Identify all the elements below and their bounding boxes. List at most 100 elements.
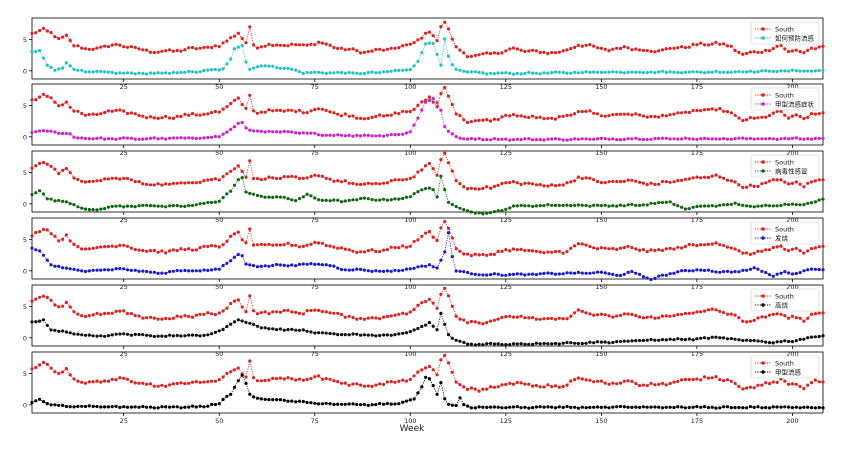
keyword-series-point: [401, 68, 405, 72]
keyword-series-point: [401, 196, 405, 201]
south-series-point: [821, 111, 825, 115]
x-tick-label: 100: [404, 350, 416, 358]
south-series-point: [649, 49, 653, 53]
south-series-point: [783, 379, 787, 383]
south-series-point: [446, 94, 451, 98]
south-series-point: [523, 181, 527, 185]
south-series-point: [702, 108, 707, 112]
keyword-series-point: [580, 203, 584, 207]
keyword-series-point: [397, 68, 401, 72]
south-series-point: [72, 377, 76, 381]
south-series-point: [764, 248, 768, 252]
south-series-point: [179, 315, 183, 319]
keyword-series-point: [244, 126, 248, 130]
south-series-point: [168, 116, 172, 120]
south-series-point: [691, 42, 695, 47]
south-series-point: [213, 244, 217, 248]
south-series-point: [416, 303, 420, 307]
south-series-point: [229, 102, 233, 106]
keyword-series-point: [122, 332, 126, 336]
south-series-point: [622, 45, 626, 49]
south-series-point: [546, 316, 550, 321]
keyword-series-point: [458, 396, 462, 400]
south-series-point: [175, 48, 179, 53]
south-series-point: [741, 319, 745, 323]
south-series-point: [775, 44, 779, 48]
south-series-point: [745, 386, 749, 390]
south-series-point: [64, 233, 68, 237]
keyword-series-point: [680, 337, 684, 341]
keyword-series-point: [687, 337, 691, 341]
keyword-series-point: [473, 272, 477, 276]
y-tick-label: 0: [23, 334, 27, 342]
keyword-series-point: [653, 405, 657, 409]
south-series-point: [794, 113, 798, 117]
south-series-point: [416, 103, 420, 107]
keyword-series-point: [481, 405, 485, 409]
south-series-point: [91, 380, 95, 384]
south-series-point: [99, 312, 103, 317]
south-series-point: [252, 177, 256, 181]
south-series-point: [359, 383, 363, 387]
south-series-point: [290, 42, 294, 46]
keyword-series-point: [317, 331, 321, 335]
south-series-point: [198, 113, 202, 117]
south-series-point: [687, 177, 691, 181]
keyword-series-point: [702, 136, 707, 140]
keyword-series-point: [87, 208, 91, 212]
keyword-series-point: [710, 204, 714, 208]
south-series-point: [198, 312, 202, 316]
keyword-series-point: [542, 71, 546, 75]
south-series-point: [343, 381, 347, 385]
south-series-point: [190, 45, 195, 50]
keyword-series-point: [722, 137, 726, 141]
south-series-point: [41, 294, 46, 298]
keyword-series-point: [95, 268, 99, 272]
south-series-point: [30, 234, 34, 238]
south-series-point: [385, 380, 389, 384]
keyword-series-point: [271, 398, 275, 402]
keyword-series-point: [492, 342, 496, 346]
legend-label: South: [775, 26, 794, 34]
south-series-point: [485, 387, 489, 391]
keyword-series-point: [114, 404, 118, 408]
south-series-point: [504, 49, 508, 53]
south-series-point: [767, 382, 772, 386]
keyword-series-point: [221, 263, 225, 268]
keyword-series-point: [53, 199, 57, 203]
keyword-series-point: [80, 68, 84, 72]
south-series-point: [95, 179, 99, 183]
keyword-series-point: [531, 406, 535, 410]
south-series-point: [760, 383, 764, 387]
keyword-series-point: [676, 70, 680, 75]
south-series-point: [725, 110, 730, 114]
south-series-point: [576, 43, 581, 48]
keyword-series-point: [370, 198, 374, 202]
south-series-point: [171, 382, 175, 386]
south-series-point: [435, 238, 439, 243]
keyword-series-point: [813, 136, 818, 140]
south-series-point: [41, 360, 46, 364]
keyword-series-point: [611, 70, 615, 74]
south-series-point: [175, 249, 179, 253]
south-series-point: [156, 50, 160, 54]
south-series-point: [30, 367, 34, 371]
keyword-series-point: [435, 101, 439, 105]
south-series-point: [764, 315, 768, 319]
keyword-series-point: [473, 343, 477, 347]
south-series-point: [595, 112, 600, 116]
keyword-series-point: [592, 271, 596, 275]
south-series-point: [584, 109, 588, 113]
south-series-point: [34, 98, 38, 102]
south-series-point: [702, 43, 707, 47]
south-series-point: [462, 318, 466, 322]
south-series-point: [527, 382, 531, 386]
keyword-series-point: [511, 272, 516, 276]
south-series-point: [561, 49, 565, 53]
keyword-series-point: [435, 392, 439, 396]
south-series-point: [210, 178, 214, 182]
south-series-point: [171, 49, 175, 53]
south-series-point: [821, 311, 825, 315]
south-series-point: [118, 243, 122, 247]
south-series-point: [573, 179, 577, 183]
